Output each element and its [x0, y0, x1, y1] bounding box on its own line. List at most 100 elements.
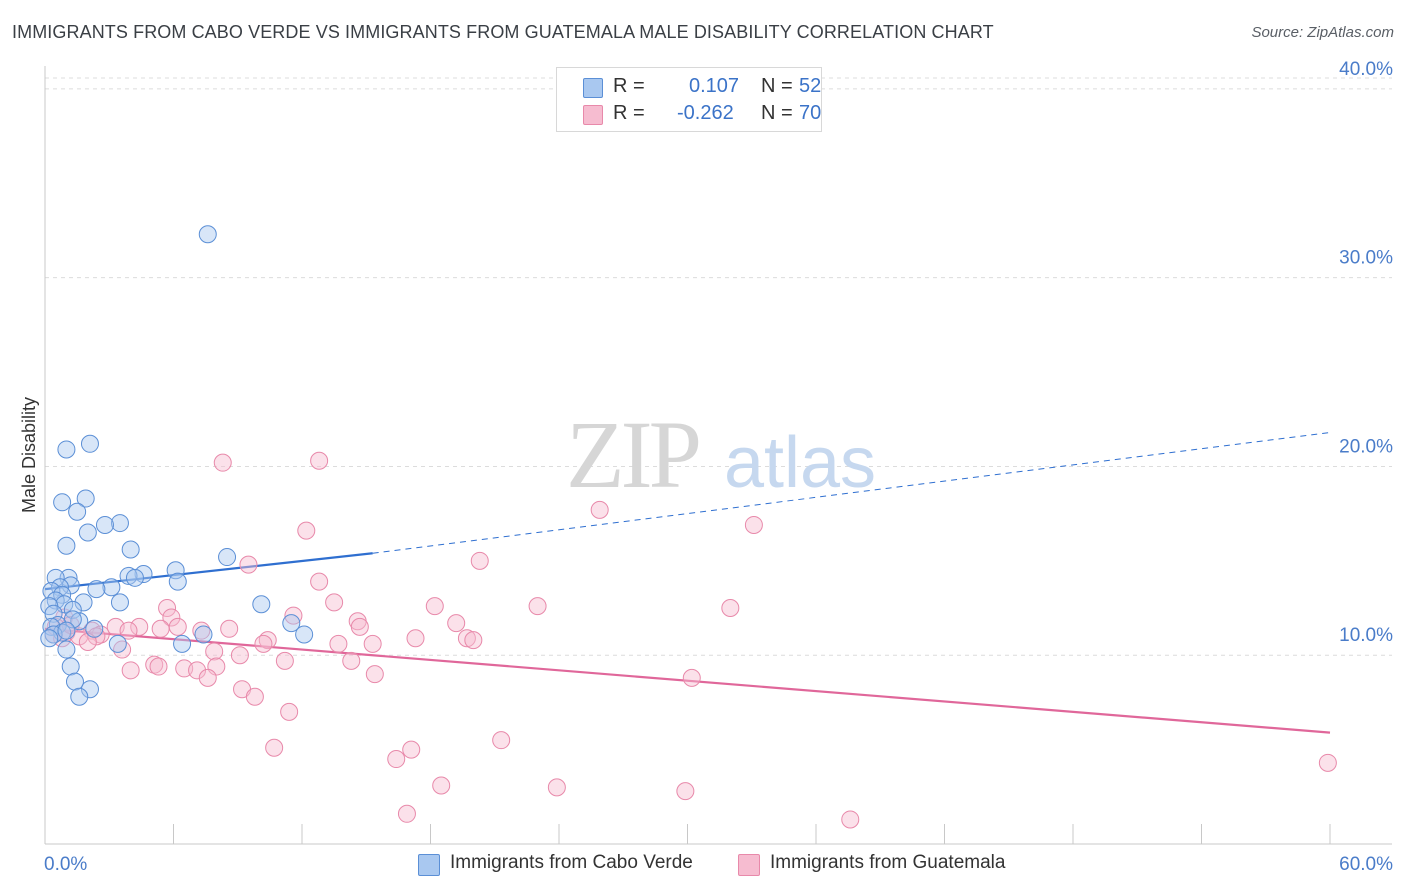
y-tick-label: 30.0% [1339, 248, 1393, 269]
y-tick-label: 40.0% [1339, 59, 1393, 80]
point-cabo-verde [168, 572, 187, 591]
tick-labels: 10.0% 20.0% 30.0% 40.0% 0.0% 60.0% [44, 59, 1393, 875]
point-cabo-verde [53, 493, 72, 512]
n-value-guatemala: 70 [799, 102, 822, 124]
blue-swatch [583, 78, 603, 98]
trend-lines [44, 431, 1331, 734]
n-label: N = [761, 102, 793, 124]
y-axis-label: Male Disability [19, 397, 39, 513]
point-cabo-verde [95, 515, 114, 534]
point-guatemala [406, 629, 425, 648]
point-guatemala [265, 738, 284, 757]
point-cabo-verde [110, 593, 129, 612]
point-guatemala [230, 646, 249, 665]
point-cabo-verde [194, 625, 213, 644]
legend-blue-swatch [418, 854, 440, 876]
point-cabo-verde [121, 540, 140, 559]
point-guatemala [151, 619, 170, 638]
axes [44, 66, 1392, 845]
point-cabo-verde [57, 640, 76, 659]
r-label: R = [613, 75, 645, 97]
point-cabo-verde [102, 578, 121, 597]
pink-swatch [583, 105, 603, 125]
point-guatemala [325, 593, 344, 612]
x-tick-label-min: 0.0% [44, 854, 87, 875]
point-guatemala [547, 778, 566, 797]
point-guatemala [721, 599, 740, 618]
point-guatemala [239, 555, 258, 574]
r-value-cabo-verde: 0.107 [689, 75, 740, 97]
point-guatemala [162, 608, 181, 627]
point-cabo-verde [57, 440, 76, 459]
y-tick-label: 20.0% [1339, 436, 1393, 457]
point-cabo-verde [44, 604, 63, 623]
points-guatemala [44, 451, 1337, 829]
point-guatemala [329, 634, 348, 653]
point-guatemala [676, 782, 695, 801]
point-cabo-verde [70, 612, 89, 631]
point-cabo-verde [76, 489, 95, 508]
point-cabo-verde [80, 434, 99, 453]
point-guatemala [130, 617, 149, 636]
point-guatemala [397, 804, 416, 823]
point-guatemala [205, 642, 224, 661]
point-guatemala [841, 810, 860, 829]
watermark-atlas: atlas [724, 423, 876, 503]
r-value-guatemala: -0.262 [677, 102, 734, 124]
point-guatemala [447, 614, 466, 633]
point-cabo-verde [125, 568, 144, 587]
point-guatemala [310, 572, 329, 591]
point-cabo-verde [57, 621, 76, 640]
point-guatemala [464, 631, 483, 650]
r-label: R = [613, 102, 645, 124]
point-guatemala [310, 451, 329, 470]
point-guatemala [297, 521, 316, 540]
point-cabo-verde [61, 657, 80, 676]
point-cabo-verde [218, 548, 237, 567]
point-cabo-verde [57, 536, 76, 555]
trend-line-cabo-verde [44, 552, 373, 591]
point-guatemala [342, 651, 361, 670]
point-guatemala [188, 661, 207, 680]
point-cabo-verde [80, 680, 99, 699]
point-guatemala [350, 617, 369, 636]
n-value-cabo-verde: 52 [799, 75, 822, 97]
point-cabo-verde [68, 502, 87, 521]
point-guatemala [121, 661, 140, 680]
point-guatemala [198, 668, 217, 687]
point-guatemala [365, 665, 384, 684]
point-guatemala [284, 606, 303, 625]
point-guatemala [682, 668, 701, 687]
stats-box: R = 0.107 N = 52 R = -0.262 N = 70 [556, 67, 822, 132]
watermark: ZIP atlas [566, 401, 876, 508]
trend-line-cabo-verde-dashed [372, 431, 1331, 554]
points-cabo-verde [40, 225, 314, 706]
point-cabo-verde [65, 672, 84, 691]
point-cabo-verde [173, 634, 192, 653]
point-guatemala [280, 702, 299, 721]
point-guatemala [470, 551, 489, 570]
watermark-zip: ZIP [566, 401, 699, 508]
point-cabo-verde [85, 619, 104, 638]
point-cabo-verde [295, 625, 314, 644]
point-cabo-verde [119, 566, 138, 585]
point-guatemala [275, 651, 294, 670]
point-cabo-verde [63, 600, 82, 619]
point-guatemala [402, 740, 421, 759]
x-tick-label-max: 60.0% [1339, 854, 1393, 875]
point-guatemala [363, 634, 382, 653]
point-cabo-verde [40, 629, 59, 648]
point-cabo-verde [70, 687, 89, 706]
point-cabo-verde [198, 225, 217, 244]
legend-pink-swatch [738, 854, 760, 876]
point-cabo-verde [134, 565, 153, 584]
point-guatemala [425, 597, 444, 616]
point-cabo-verde [42, 617, 61, 636]
point-cabo-verde [74, 593, 93, 612]
point-guatemala [168, 617, 187, 636]
point-guatemala [1318, 753, 1337, 772]
point-guatemala [220, 619, 239, 638]
point-cabo-verde [166, 561, 185, 580]
point-guatemala [158, 599, 177, 618]
legend-label-guatemala: Immigrants from Guatemala [770, 852, 1006, 873]
